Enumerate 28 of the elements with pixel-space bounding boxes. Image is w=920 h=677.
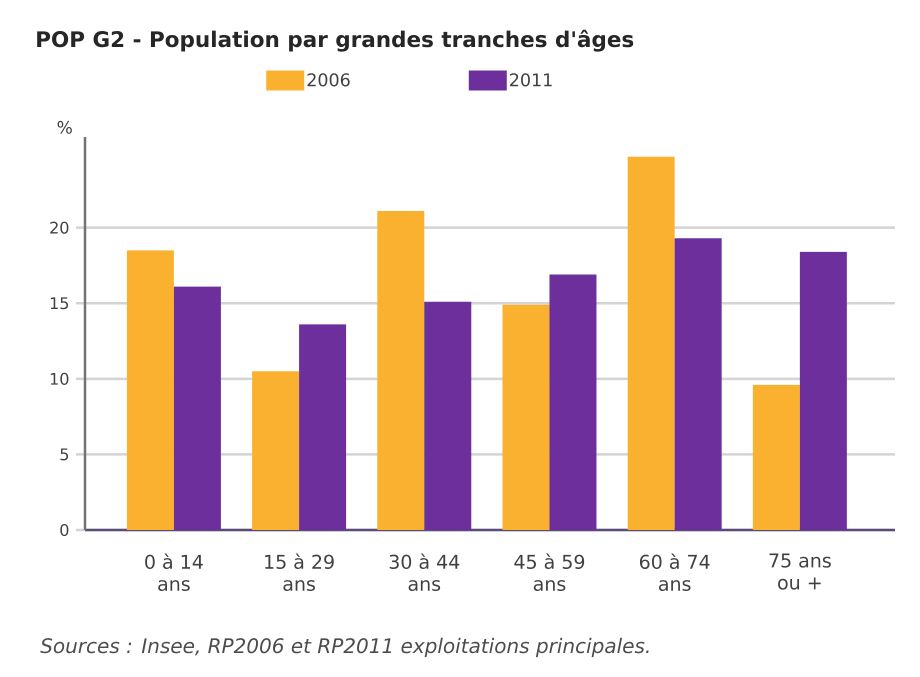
bar — [299, 324, 346, 530]
y-tick-label: 15 — [50, 297, 68, 310]
x-tick-label: 75 ans ou + — [770, 554, 831, 590]
y-tick-label: 10 — [50, 372, 68, 385]
legend-label: 2006 — [308, 73, 350, 86]
y-tick-label: 0 — [60, 524, 68, 536]
legend-label: 2011 — [510, 73, 552, 86]
bar — [628, 156, 675, 530]
bar — [502, 304, 550, 530]
bar — [674, 238, 722, 530]
bar — [252, 371, 300, 530]
y-axis-title: % — [58, 120, 72, 134]
bar — [549, 274, 596, 530]
source-note: Sources : Insee, RP2006 et RP2011 exploitations principales. — [40, 638, 649, 658]
x-tick-label: 60 à 74 ans — [640, 554, 710, 591]
x-tick-label: 30 à 44 ans — [390, 554, 460, 591]
chart-title: POP G2 - Population par grandes tranches d'âges — [37, 30, 634, 52]
x-tick-label: 0 à 14 ans — [145, 554, 203, 591]
bar — [424, 302, 472, 530]
bar — [800, 252, 847, 530]
bar — [752, 384, 800, 530]
x-tick-label: 45 à 59 ans — [514, 554, 584, 591]
bar — [126, 250, 174, 530]
bar — [174, 286, 221, 530]
y-tick-label: 20 — [50, 222, 68, 234]
y-tick-label: 5 — [60, 448, 68, 460]
x-tick-label: 15 à 29 ans — [265, 554, 334, 591]
bar — [377, 211, 424, 530]
